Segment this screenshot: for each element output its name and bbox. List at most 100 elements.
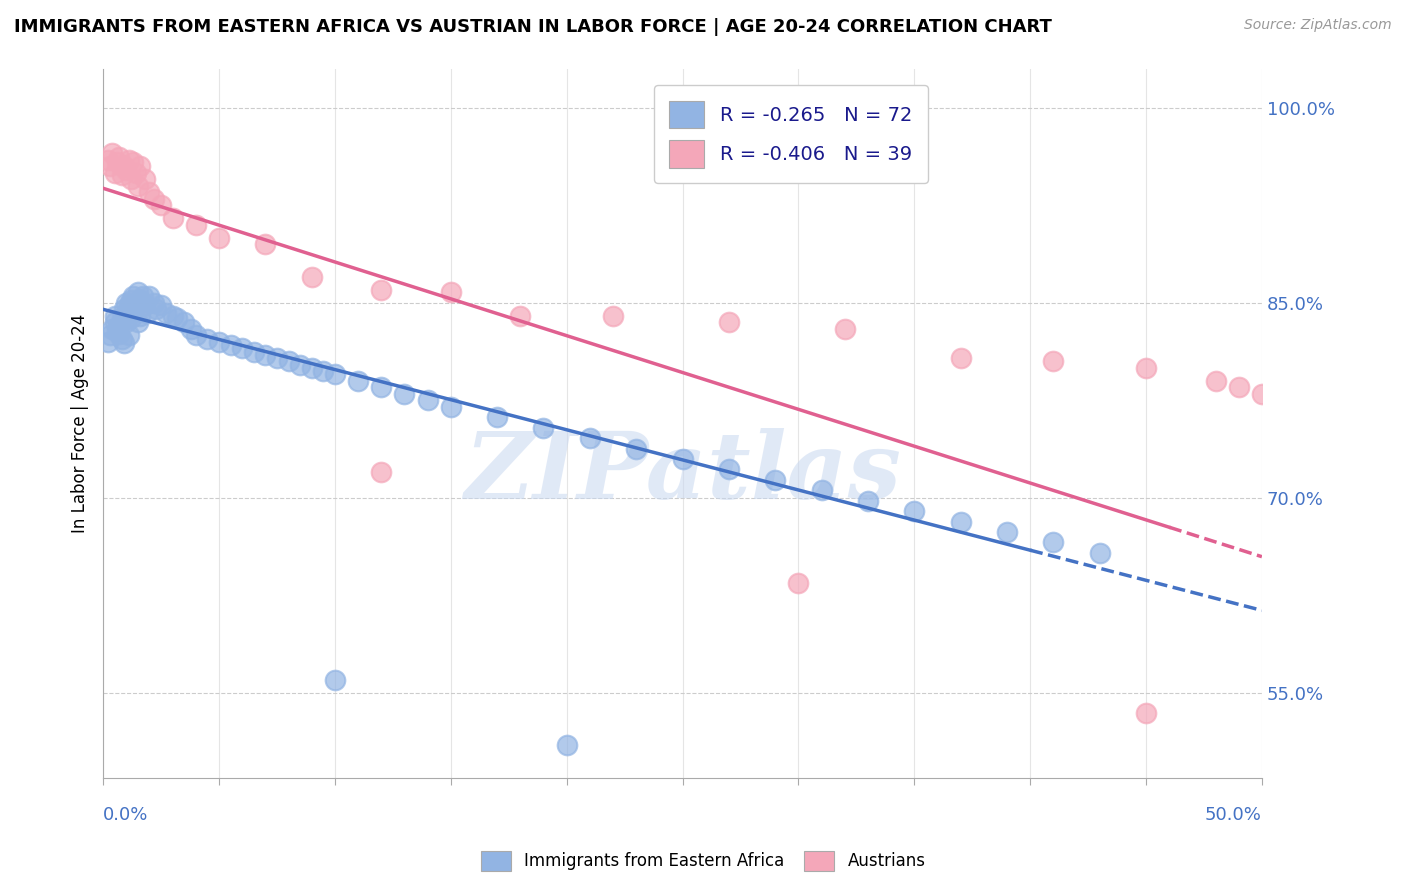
Point — [111, 311, 134, 326]
Point — [949, 351, 972, 365]
Point — [197, 332, 219, 346]
Point — [323, 673, 346, 688]
Point — [1042, 535, 1064, 549]
Point — [166, 311, 188, 326]
Point — [903, 504, 925, 518]
Point — [111, 168, 134, 182]
Point — [1088, 546, 1111, 560]
Point — [509, 309, 531, 323]
Point — [136, 306, 159, 320]
Point — [97, 153, 120, 167]
Legend: R = -0.265   N = 72, R = -0.406   N = 39: R = -0.265 N = 72, R = -0.406 N = 39 — [654, 86, 928, 183]
Point — [370, 380, 392, 394]
Point — [486, 410, 509, 425]
Point — [440, 400, 463, 414]
Point — [162, 309, 184, 323]
Point — [120, 293, 142, 308]
Point — [111, 332, 134, 346]
Y-axis label: In Labor Force | Age 20-24: In Labor Force | Age 20-24 — [72, 314, 89, 533]
Point — [117, 153, 139, 167]
Point — [717, 462, 740, 476]
Text: 50.0%: 50.0% — [1205, 806, 1263, 824]
Text: ZIPatlas: ZIPatlas — [464, 428, 901, 518]
Point — [124, 166, 146, 180]
Point — [129, 293, 152, 308]
Point — [143, 296, 166, 310]
Point — [288, 359, 311, 373]
Point — [1042, 354, 1064, 368]
Legend: Immigrants from Eastern Africa, Austrians: Immigrants from Eastern Africa, Austrian… — [472, 842, 934, 880]
Point — [180, 322, 202, 336]
Point — [143, 192, 166, 206]
Point — [856, 493, 879, 508]
Point — [1135, 360, 1157, 375]
Point — [129, 309, 152, 323]
Point — [134, 172, 156, 186]
Point — [112, 336, 135, 351]
Point — [312, 363, 335, 377]
Point — [115, 296, 138, 310]
Point — [173, 315, 195, 329]
Point — [122, 289, 145, 303]
Point — [127, 178, 149, 193]
Point — [134, 298, 156, 312]
Point — [1251, 387, 1274, 401]
Point — [98, 159, 121, 173]
Point — [122, 305, 145, 319]
Point — [104, 315, 127, 329]
Point — [101, 146, 124, 161]
Point — [555, 739, 578, 753]
Point — [834, 322, 856, 336]
Point — [115, 315, 138, 329]
Text: IMMIGRANTS FROM EASTERN AFRICA VS AUSTRIAN IN LABOR FORCE | AGE 20-24 CORRELATIO: IMMIGRANTS FROM EASTERN AFRICA VS AUSTRI… — [14, 18, 1052, 36]
Point — [787, 575, 810, 590]
Point — [347, 374, 370, 388]
Point — [138, 289, 160, 303]
Point — [131, 289, 153, 303]
Point — [1135, 706, 1157, 720]
Point — [208, 231, 231, 245]
Point — [112, 302, 135, 317]
Point — [231, 342, 253, 356]
Point — [138, 185, 160, 199]
Point — [394, 387, 416, 401]
Point — [219, 337, 242, 351]
Point — [184, 328, 207, 343]
Point — [266, 351, 288, 365]
Point — [1205, 374, 1227, 388]
Point — [145, 302, 167, 317]
Point — [602, 309, 624, 323]
Point — [949, 515, 972, 529]
Point — [301, 360, 323, 375]
Point — [242, 345, 264, 359]
Text: Source: ZipAtlas.com: Source: ZipAtlas.com — [1244, 18, 1392, 32]
Point — [440, 285, 463, 300]
Point — [763, 473, 786, 487]
Point — [254, 237, 277, 252]
Point — [120, 311, 142, 326]
Point — [370, 283, 392, 297]
Point — [301, 269, 323, 284]
Point — [112, 159, 135, 173]
Point — [127, 285, 149, 300]
Point — [150, 298, 173, 312]
Point — [277, 354, 299, 368]
Point — [254, 348, 277, 362]
Point — [416, 393, 439, 408]
Point — [578, 431, 600, 445]
Point — [370, 465, 392, 479]
Point — [117, 298, 139, 312]
Point — [533, 421, 555, 435]
Point — [323, 368, 346, 382]
Point — [97, 334, 120, 349]
Point — [717, 315, 740, 329]
Point — [129, 159, 152, 173]
Point — [105, 155, 128, 169]
Point — [208, 334, 231, 349]
Point — [104, 166, 127, 180]
Point — [98, 328, 121, 343]
Point — [108, 319, 131, 334]
Point — [115, 306, 138, 320]
Point — [127, 315, 149, 329]
Point — [108, 327, 131, 342]
